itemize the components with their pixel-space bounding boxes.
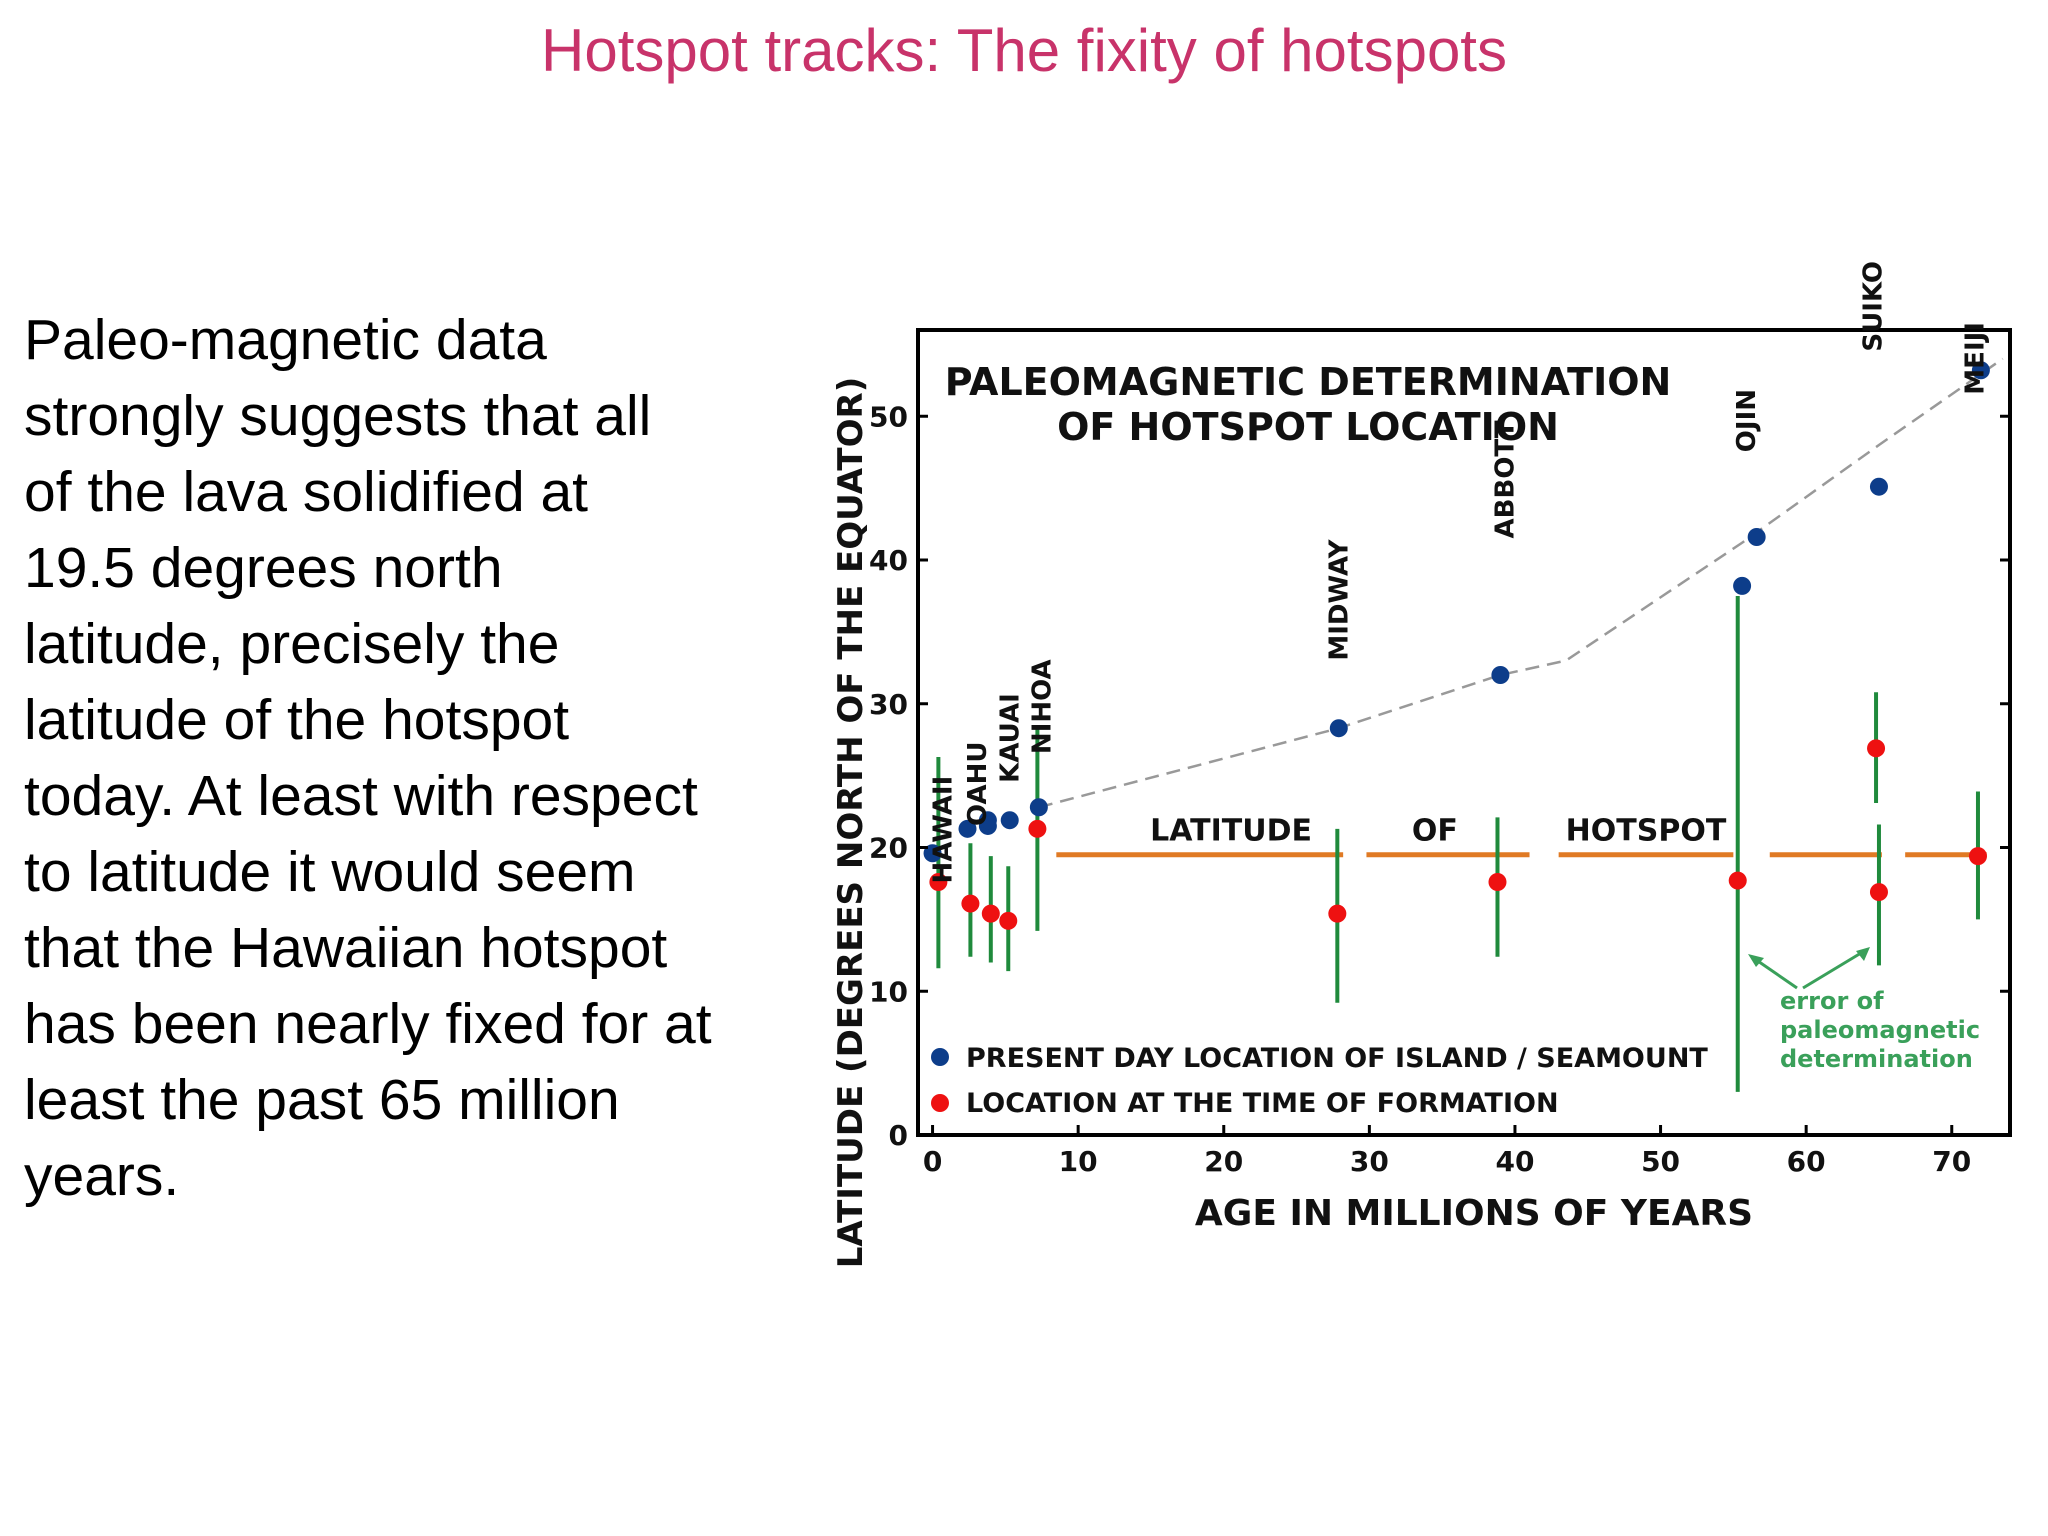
island-label: SUIKO bbox=[1859, 261, 1889, 352]
present-location-point bbox=[923, 844, 942, 863]
island-label: OAHU bbox=[963, 742, 993, 826]
present-location-point bbox=[978, 811, 997, 830]
body-line: 19.5 degrees north bbox=[24, 536, 503, 600]
present-location-point bbox=[1000, 811, 1019, 830]
legend-formation-marker bbox=[931, 1094, 949, 1112]
island-label: NIHOA bbox=[1027, 659, 1057, 754]
y-tick-label: 0 bbox=[889, 1119, 908, 1152]
formation-location-point bbox=[999, 911, 1018, 930]
formation-location-point bbox=[1869, 883, 1888, 902]
error-annotation-line: determination bbox=[1780, 1045, 1973, 1073]
body-line: strongly suggests that all bbox=[24, 384, 652, 448]
formation-location-point bbox=[1968, 847, 1987, 866]
legend-formation-label: LOCATION AT THE TIME OF FORMATION bbox=[966, 1088, 1559, 1119]
y-tick-label: 40 bbox=[869, 544, 908, 577]
body-line: has been nearly fixed for at bbox=[24, 992, 712, 1056]
x-tick-label: 40 bbox=[1495, 1145, 1534, 1178]
x-tick-label: 60 bbox=[1787, 1145, 1826, 1178]
legend-present-marker bbox=[931, 1048, 949, 1066]
body-line: latitude of the hotspot bbox=[24, 688, 570, 752]
hotspot-line-label: LATITUDE bbox=[1150, 814, 1312, 849]
formation-location-point bbox=[1028, 819, 1047, 838]
formation-location-point bbox=[1867, 739, 1886, 758]
body-line: years. bbox=[24, 1144, 180, 1208]
present-location-point bbox=[1329, 719, 1348, 738]
body-line: to latitude it would seem bbox=[24, 840, 636, 904]
legend-present-label: PRESENT DAY LOCATION OF ISLAND / SEAMOUN… bbox=[966, 1043, 1708, 1074]
hotspot-line-label: OF bbox=[1412, 814, 1458, 849]
hotspot-line-label: HOTSPOT bbox=[1566, 814, 1727, 849]
body-line: today. At least with respect bbox=[24, 764, 698, 828]
y-tick-label: 50 bbox=[869, 400, 908, 433]
island-label: MIDWAY bbox=[1324, 538, 1354, 660]
slide-title: Hotspot tracks: The fixity of hotspots bbox=[541, 17, 1507, 84]
formation-location-point bbox=[981, 904, 1000, 923]
x-axis-label: AGE IN MILLIONS OF YEARS bbox=[1195, 1193, 1753, 1234]
annotation-arrowhead bbox=[1856, 947, 1870, 961]
formation-location-point bbox=[961, 894, 980, 913]
island-label: OJIN bbox=[1732, 389, 1762, 452]
formation-location-point bbox=[929, 873, 948, 891]
island-label: MEIJI bbox=[1961, 322, 1991, 395]
present-location-point bbox=[1733, 576, 1752, 595]
y-tick-label: 20 bbox=[869, 832, 908, 865]
body-line: that the Hawaiian hotspot bbox=[24, 916, 668, 980]
island-label: HAWAII bbox=[928, 776, 958, 884]
island-label: ABBOTT bbox=[1490, 420, 1520, 538]
x-tick-label: 50 bbox=[1641, 1145, 1680, 1178]
y-tick-label: 30 bbox=[869, 688, 908, 721]
x-tick-label: 70 bbox=[1932, 1145, 1971, 1178]
chart-title-line-1: PALEOMAGNETIC DETERMINATION bbox=[945, 360, 1672, 404]
x-tick-label: 20 bbox=[1204, 1145, 1243, 1178]
plot-frame bbox=[916, 328, 2012, 1137]
island-label: KAUAI bbox=[995, 693, 1025, 783]
present-location-point bbox=[1747, 528, 1766, 546]
y-tick-label: 10 bbox=[869, 975, 908, 1008]
x-tick-label: 0 bbox=[923, 1145, 942, 1178]
body-line: latitude, precisely the bbox=[24, 612, 560, 676]
error-annotation-line: paleomagnetic bbox=[1780, 1016, 1980, 1044]
y-axis-label: LATITUDE (DEGREES NORTH OF THE EQUATOR) bbox=[831, 377, 871, 1268]
formation-location-point bbox=[1328, 904, 1347, 923]
chart-title-line-2: OF HOTSPOT LOCATION bbox=[1057, 405, 1559, 449]
present-location-point bbox=[1029, 798, 1048, 817]
x-tick-label: 10 bbox=[1059, 1145, 1098, 1178]
present-location-point bbox=[1491, 666, 1510, 684]
body-text: Paleo-magnetic data strongly suggests th… bbox=[24, 302, 804, 1214]
formation-location-point bbox=[1488, 873, 1507, 891]
formation-location-point bbox=[1728, 871, 1747, 890]
body-line: least the past 65 million bbox=[24, 1068, 620, 1132]
body-line: of the lava solidified at bbox=[24, 460, 589, 524]
body-line: Paleo-magnetic data bbox=[24, 308, 547, 372]
present-location-point bbox=[1869, 477, 1888, 496]
present-location-point bbox=[1971, 361, 1990, 380]
present-location-point bbox=[958, 819, 977, 838]
error-annotation-line: error of bbox=[1780, 987, 1884, 1015]
annotation-arrow bbox=[1802, 948, 1867, 990]
x-tick-label: 30 bbox=[1350, 1145, 1389, 1178]
annotation-arrowhead bbox=[1748, 954, 1764, 967]
